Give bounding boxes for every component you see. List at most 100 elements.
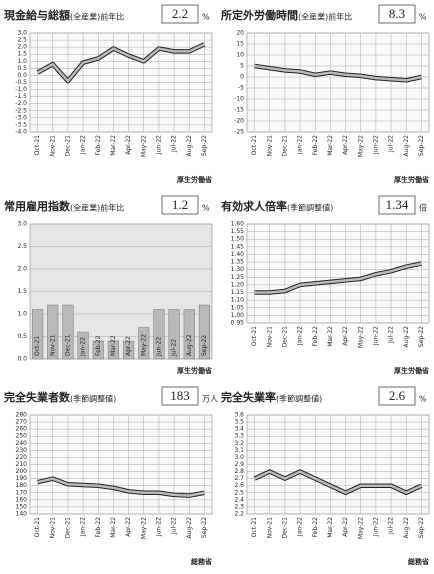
y-tick-label: 15 (236, 41, 244, 48)
x-tick-label: Dec-21 (64, 334, 71, 356)
x-tick-label: Apr-22 (125, 135, 132, 155)
y-tick-label: -20 (234, 118, 244, 125)
x-tick-label: Feb-22 (312, 517, 319, 538)
bar (168, 309, 180, 360)
source: 総務省 (191, 557, 212, 566)
x-tick-label: Jul-22 (388, 517, 395, 535)
bar (47, 304, 59, 360)
x-tick-label: Jul-22 (171, 339, 178, 357)
source: 厚生労働省 (394, 366, 429, 375)
plot-area (246, 223, 430, 324)
unit: % (202, 204, 210, 213)
y-tick-label: 2.5 (17, 37, 27, 44)
x-tick-label: Jan-22 (80, 337, 87, 357)
x-tick-label: May-22 (140, 517, 147, 539)
panel-subtitle: (全産業)前年比 (298, 12, 352, 22)
x-tick-label: Aug-22 (186, 517, 193, 539)
x-tick-label: Mar-22 (327, 326, 334, 347)
x-tick-label: Mar-22 (110, 135, 117, 156)
x-tick-label: Aug-22 (186, 334, 193, 356)
x-tick-label: Nov-21 (266, 135, 273, 157)
x-tick-label: Feb-22 (312, 135, 319, 156)
line-core (37, 477, 205, 497)
y-tick-label: 2.0 (17, 266, 27, 273)
value-box (378, 4, 416, 24)
x-tick-label: Dec-21 (64, 135, 71, 157)
bar (92, 340, 104, 360)
y-tick-label: -0.5 (15, 79, 27, 86)
y-tick-label: 160 (16, 496, 28, 503)
x-tick-label: Oct-21 (251, 326, 258, 346)
x-tick-label: Jan-22 (297, 517, 304, 537)
x-tick-label: Jun-22 (155, 337, 162, 357)
source: 総務省 (408, 557, 429, 566)
y-tick-label: 3.0 (17, 221, 27, 228)
x-tick-label: Mar-22 (110, 517, 117, 538)
x-tick-label: Sep-22 (201, 517, 208, 538)
bar (77, 331, 89, 360)
value-box (378, 386, 416, 406)
y-tick-label: 20 (236, 30, 244, 37)
x-tick-label: Aug-22 (403, 135, 410, 157)
x-tick-label: Sep-22 (418, 135, 425, 156)
y-tick-label: 1.55 (231, 228, 245, 235)
y-tick-label: 2.6 (234, 482, 244, 489)
y-tick-label: 220 (16, 454, 28, 461)
y-tick-label: 2.5 (234, 489, 244, 496)
y-tick-label: 190 (16, 475, 28, 482)
y-tick-label: 2.9 (234, 461, 244, 468)
x-tick-label: Oct-21 (251, 517, 258, 537)
y-tick-label: 1.35 (231, 259, 245, 266)
y-tick-label: 0.95 (231, 320, 245, 327)
y-tick-label: 210 (16, 461, 28, 468)
y-tick-label: 1.0 (17, 311, 27, 318)
y-tick-label: 0.0 (17, 356, 27, 363)
y-tick-label: 2.5 (17, 243, 27, 250)
latest-value: 1.34 (386, 197, 409, 212)
panel-subtitle: (季節調整値) (276, 394, 322, 404)
panel-subtitle: (季節調整値) (287, 203, 333, 213)
x-tick-label: Jan-22 (297, 326, 304, 346)
x-tick-label: Sep-22 (418, 326, 425, 347)
latest-value: 183 (170, 388, 190, 403)
y-tick-label: 1.5 (17, 288, 27, 295)
value-box (378, 195, 416, 215)
x-tick-label: May-22 (357, 517, 364, 539)
x-tick-label: May-22 (140, 334, 147, 356)
panel-subtitle: (全産業)前年比 (70, 203, 124, 213)
y-tick-label: 140 (16, 511, 28, 518)
y-tick-label: -10 (234, 96, 244, 103)
y-tick-label: 2.0 (17, 44, 27, 51)
x-tick-label: Feb-22 (95, 135, 102, 156)
y-tick-label: 1.40 (231, 251, 245, 258)
x-tick-label: Jun-22 (372, 135, 379, 155)
y-tick-label: 0.0 (17, 72, 27, 79)
x-tick-label: Nov-21 (49, 517, 56, 539)
line-core (36, 43, 205, 83)
x-tick-label: Mar-22 (327, 135, 334, 156)
latest-value: 2.6 (389, 388, 406, 403)
y-tick-label: 150 (16, 503, 28, 510)
source: 厚生労働省 (177, 175, 212, 184)
bar (153, 309, 165, 360)
x-tick-label: May-22 (140, 135, 147, 157)
y-tick-label: 2.7 (234, 475, 244, 482)
latest-value: 2.2 (172, 6, 188, 21)
bar (107, 340, 119, 360)
y-tick-label: 1.05 (231, 304, 245, 311)
y-tick-label: 0 (240, 74, 244, 81)
bar (32, 309, 44, 360)
x-tick-label: Nov-21 (266, 517, 273, 539)
x-tick-label: Nov-21 (266, 326, 273, 348)
y-tick-label: 250 (16, 433, 28, 440)
y-tick-label: -15 (234, 107, 244, 114)
x-tick-label: Sep-22 (201, 335, 208, 356)
unit: 倍 (419, 203, 427, 213)
y-tick-label: -25 (234, 129, 244, 136)
x-tick-label: Jun-22 (155, 517, 162, 537)
x-tick-label: Oct-21 (251, 135, 258, 155)
line-core (254, 64, 422, 82)
x-tick-label: Jan-22 (297, 135, 304, 155)
x-tick-label: Apr-22 (342, 517, 349, 537)
